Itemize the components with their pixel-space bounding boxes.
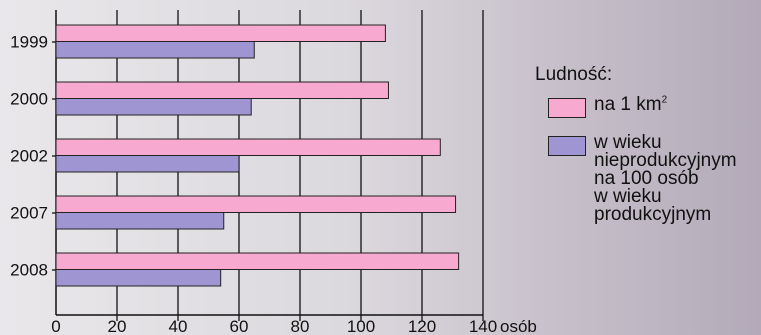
legend-swatch-density [548, 98, 586, 118]
x-tick-label: 0 [51, 317, 60, 335]
legend-label-line: nieprodukcyjnym [594, 150, 737, 171]
bar-density [55, 81, 389, 99]
legend-label-line: produkcyjnym [594, 204, 712, 225]
legend-item-dependency: w wieku nieprodukcyjnym na 100 osób w wi… [548, 132, 737, 225]
legend-label-line: w wieku [594, 186, 662, 207]
bar-dependency [55, 269, 222, 287]
y-tick-label: 2007 [10, 204, 48, 223]
bar-dependency [55, 212, 225, 230]
legend-label-density-sup: 2 [661, 94, 668, 106]
x-tick-label: 140 [469, 317, 497, 335]
legend-item-density: na 1 km2 [548, 94, 668, 118]
x-tick-label: 20 [108, 317, 127, 335]
x-tick-label: 80 [291, 317, 310, 335]
bar-dependency [55, 155, 240, 173]
bar-density [55, 138, 441, 156]
bar-density [55, 24, 386, 42]
y-tick-label: 2008 [10, 261, 48, 280]
bar-density [55, 195, 457, 213]
bar-dependency [55, 41, 255, 59]
legend-title: Ludność: [535, 64, 613, 85]
legend-label-line: w wieku [594, 132, 662, 153]
legend-label-dependency: w wieku nieprodukcyjnym na 100 osób w wi… [594, 132, 737, 225]
x-tick-label: 40 [169, 317, 188, 335]
x-tick-label: 100 [347, 317, 375, 335]
legend-label-line: na 100 osób [594, 168, 699, 189]
y-tick-label: 2000 [10, 90, 48, 109]
y-tick-label: 1999 [10, 33, 48, 52]
legend-label-density-main: na 1 km [594, 94, 662, 115]
x-tick-label: 60 [230, 317, 249, 335]
legend-swatch-dependency [548, 136, 586, 156]
x-unit-label: osób [500, 317, 537, 335]
bar-dependency [55, 98, 252, 116]
y-tick-label: 2002 [10, 147, 48, 166]
x-tick-label: 120 [408, 317, 436, 335]
bar-density [55, 252, 460, 270]
legend-label-density: na 1 km2 [594, 94, 668, 115]
